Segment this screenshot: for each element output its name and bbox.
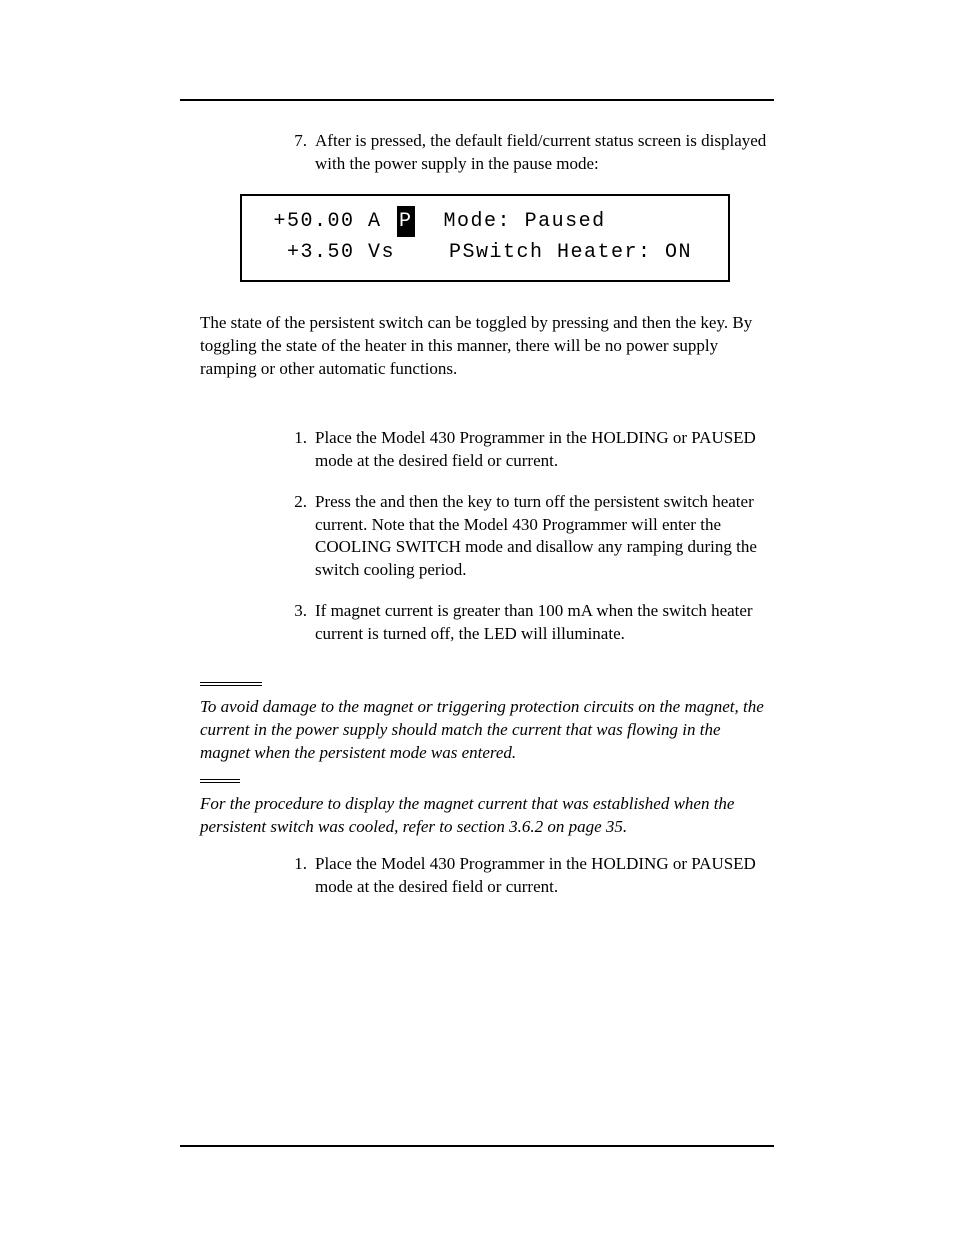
list-text: If magnet current is greater than 100 mA… bbox=[315, 600, 774, 646]
procedure-exit-persistent: 1. Place the Model 430 Programmer in the… bbox=[200, 853, 774, 899]
lcd-inverse-char: P bbox=[397, 206, 415, 237]
list-item: 1. Place the Model 430 Programmer in the… bbox=[200, 853, 774, 899]
caution-block: To avoid damage to the magnet or trigger… bbox=[200, 682, 774, 839]
rule bbox=[200, 682, 262, 683]
bottom-rule bbox=[180, 1145, 774, 1147]
paragraph: The state of the persistent switch can b… bbox=[200, 312, 774, 381]
list-text: Press the and then the key to turn off t… bbox=[315, 491, 774, 583]
body: 7. After is pressed, the default field/c… bbox=[200, 130, 774, 899]
lcd-segment: +50.00 A bbox=[260, 210, 395, 233]
document-page: 7. After is pressed, the default field/c… bbox=[0, 0, 954, 1235]
lcd-segment: Mode: Paused bbox=[417, 210, 606, 233]
procedure-enter-persistent: 1. Place the Model 430 Programmer in the… bbox=[200, 427, 774, 647]
rule bbox=[200, 779, 240, 780]
list-text: Place the Model 430 Programmer in the HO… bbox=[315, 853, 774, 899]
list-number: 7. bbox=[275, 130, 315, 176]
list-number: 1. bbox=[275, 427, 315, 473]
rule bbox=[200, 782, 240, 783]
list-text: Place the Model 430 Programmer in the HO… bbox=[315, 427, 774, 473]
lcd-line-1: +50.00 A P Mode: Paused bbox=[260, 206, 710, 237]
lcd-display: +50.00 A P Mode: Paused +3.50 Vs PSwitch… bbox=[240, 194, 730, 282]
list-item: 1. Place the Model 430 Programmer in the… bbox=[200, 427, 774, 473]
list-number: 1. bbox=[275, 853, 315, 899]
top-rule bbox=[180, 99, 774, 101]
lcd-line-2: +3.50 Vs PSwitch Heater: ON bbox=[260, 237, 710, 268]
list-text: After is pressed, the default field/curr… bbox=[315, 130, 774, 176]
list-number: 3. bbox=[275, 600, 315, 646]
list-item: 2. Press the and then the key to turn of… bbox=[200, 491, 774, 583]
list-number: 2. bbox=[275, 491, 315, 583]
list-item: 7. After is pressed, the default field/c… bbox=[200, 130, 774, 176]
note-text: For the procedure to display the magnet … bbox=[200, 793, 774, 839]
list-item: 3. If magnet current is greater than 100… bbox=[200, 600, 774, 646]
caution-text: To avoid damage to the magnet or trigger… bbox=[200, 696, 774, 765]
list-7: 7. After is pressed, the default field/c… bbox=[200, 130, 774, 176]
rule bbox=[200, 685, 262, 686]
